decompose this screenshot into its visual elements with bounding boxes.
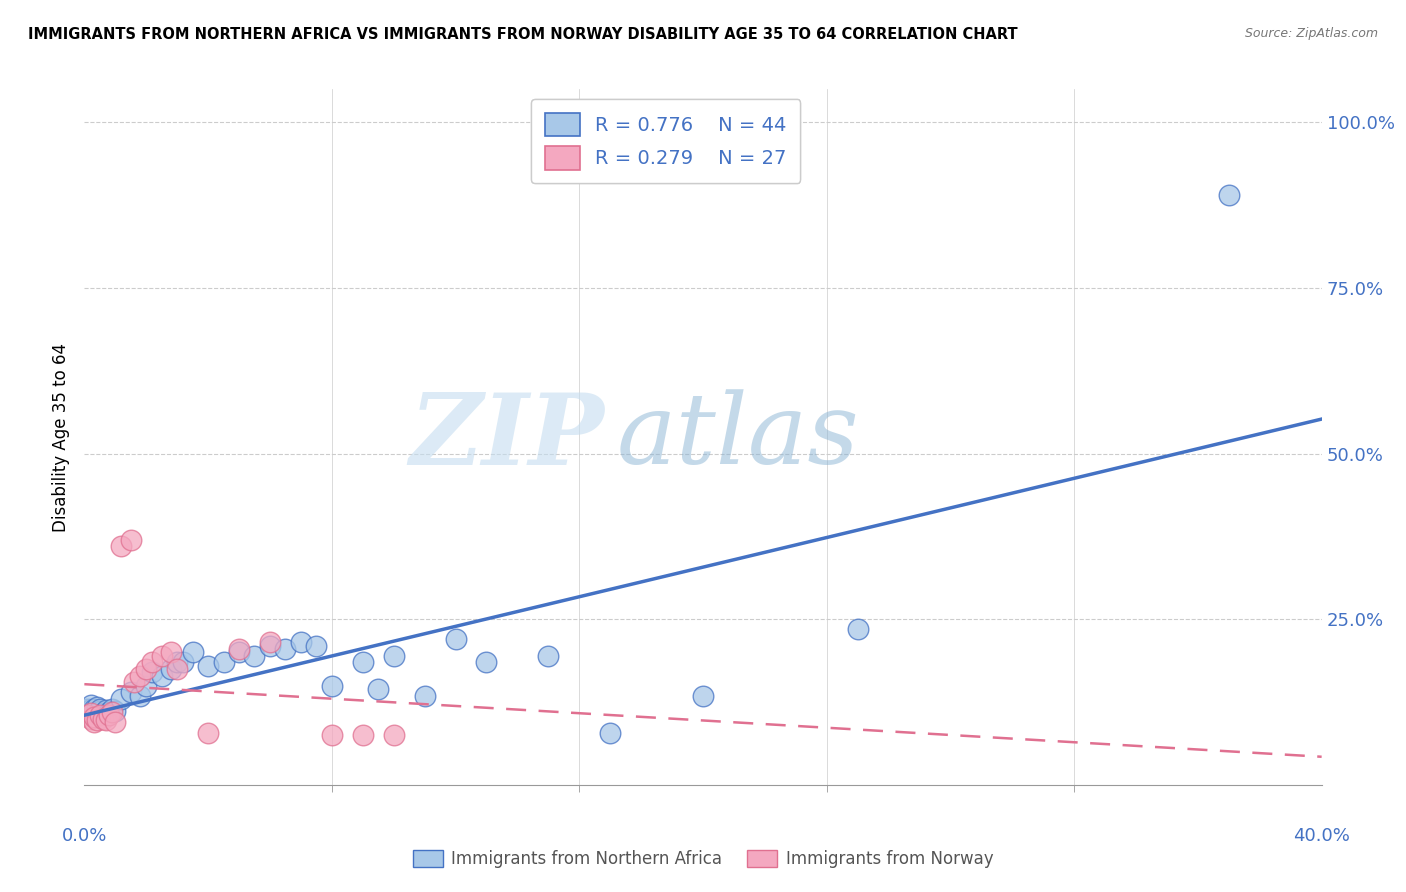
Text: 0.0%: 0.0% <box>62 827 107 845</box>
Point <box>98 708 121 723</box>
Point <box>129 689 152 703</box>
Legend: Immigrants from Northern Africa, Immigrants from Norway: Immigrants from Northern Africa, Immigra… <box>406 843 1000 875</box>
Point <box>110 540 132 554</box>
Point <box>83 705 105 719</box>
Point <box>537 648 560 663</box>
Point <box>135 679 157 693</box>
Point <box>83 710 105 724</box>
Point <box>129 668 152 682</box>
Point <box>692 689 714 703</box>
Point <box>104 704 127 718</box>
Point <box>259 639 281 653</box>
Point <box>94 703 117 717</box>
Point <box>150 668 173 682</box>
Point <box>89 704 111 718</box>
Y-axis label: Disability Age 35 to 64: Disability Age 35 to 64 <box>52 343 70 532</box>
Point <box>367 681 389 696</box>
Text: 40.0%: 40.0% <box>1294 827 1350 845</box>
Point <box>76 708 98 723</box>
Point <box>243 648 266 663</box>
Point <box>1218 188 1240 202</box>
Point <box>599 726 621 740</box>
Point <box>86 699 108 714</box>
Point <box>197 726 219 740</box>
Text: Source: ZipAtlas.com: Source: ZipAtlas.com <box>1244 27 1378 40</box>
Point <box>290 635 312 649</box>
Point <box>120 533 142 547</box>
Point <box>94 713 117 727</box>
Point <box>212 656 235 670</box>
Point <box>86 713 108 727</box>
Text: IMMIGRANTS FROM NORTHERN AFRICA VS IMMIGRANTS FROM NORWAY DISABILITY AGE 35 TO 6: IMMIGRANTS FROM NORTHERN AFRICA VS IMMIG… <box>28 27 1018 42</box>
Point <box>76 702 98 716</box>
Point <box>305 639 328 653</box>
Point <box>444 632 467 647</box>
Point <box>160 645 183 659</box>
Point <box>120 685 142 699</box>
Point <box>91 706 114 721</box>
Point <box>91 712 114 726</box>
Point <box>197 658 219 673</box>
Point <box>172 656 194 670</box>
Point <box>79 702 101 716</box>
Point <box>352 728 374 742</box>
Point <box>321 679 343 693</box>
Point <box>413 689 436 703</box>
Point <box>166 662 188 676</box>
Point <box>160 662 183 676</box>
Point <box>141 665 163 680</box>
Point <box>89 708 111 723</box>
Point <box>352 656 374 670</box>
Point <box>475 656 498 670</box>
Point <box>83 714 105 729</box>
Point <box>382 648 405 663</box>
Point <box>382 728 405 742</box>
Point <box>79 706 101 721</box>
Point <box>110 691 132 706</box>
Point <box>150 648 173 663</box>
Point <box>101 705 124 719</box>
Point <box>166 656 188 670</box>
Point <box>79 712 101 726</box>
Point <box>104 714 127 729</box>
Point <box>274 642 297 657</box>
Point <box>79 698 101 713</box>
Point <box>846 622 869 636</box>
Point <box>83 702 105 716</box>
Point <box>98 705 121 719</box>
Point <box>228 645 250 659</box>
Point <box>141 656 163 670</box>
Point <box>122 675 145 690</box>
Legend: R = 0.776    N = 44, R = 0.279    N = 27: R = 0.776 N = 44, R = 0.279 N = 27 <box>531 99 800 184</box>
Point <box>259 635 281 649</box>
Text: ZIP: ZIP <box>409 389 605 485</box>
Text: atlas: atlas <box>616 390 859 484</box>
Point <box>135 662 157 676</box>
Point <box>321 728 343 742</box>
Point <box>101 702 124 716</box>
Point <box>228 642 250 657</box>
Point <box>89 702 111 716</box>
Point <box>181 645 204 659</box>
Point <box>86 705 108 719</box>
